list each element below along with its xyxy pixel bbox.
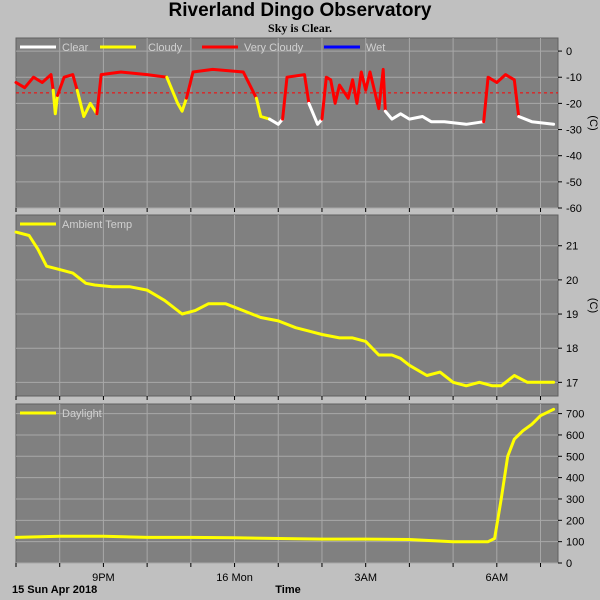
- axis-label-y: (C): [587, 298, 599, 313]
- tick-label-y: 500: [566, 451, 584, 463]
- series-line-very-cloudy: [185, 67, 258, 100]
- tick-label-y: 700: [566, 409, 584, 421]
- series-line-ambient-temp: [14, 230, 556, 388]
- tick-label-y: 21: [566, 241, 578, 253]
- tick-label-y: -30: [566, 125, 582, 137]
- tick-label-y: 600: [566, 430, 584, 442]
- page-subtitle: Sky is Clear.: [268, 21, 332, 35]
- series-line-very-cloudy: [14, 73, 55, 92]
- tick-label-y: 19: [566, 309, 578, 321]
- legend-label-clear: Clear: [62, 42, 89, 54]
- tick-label-y: 18: [566, 343, 578, 355]
- series-line-clear: [307, 101, 324, 126]
- series-line-clear: [268, 117, 285, 126]
- series-line-very-cloudy: [95, 70, 169, 116]
- axis-label-x: Time: [275, 584, 300, 596]
- series-line-cloudy: [75, 88, 99, 118]
- tick-label-y: 0: [566, 46, 572, 58]
- tick-label-y: 100: [566, 537, 584, 549]
- tick-label-y: -10: [566, 72, 582, 84]
- tick-label-y: -50: [566, 177, 582, 189]
- tick-label-y: 0: [566, 558, 572, 570]
- series-line-clear: [517, 115, 556, 126]
- series-line-clear: [383, 109, 486, 126]
- tick-label-x: 9PM: [92, 572, 115, 584]
- series-line-cloudy: [165, 75, 188, 113]
- legend-label-wet: Wet: [366, 42, 385, 54]
- tick-label-x: 16 Mon: [216, 572, 253, 584]
- tick-label-y: 17: [566, 377, 578, 389]
- tick-label-y: 20: [566, 275, 578, 287]
- page-title: Riverland Dingo Observatory: [168, 0, 432, 21]
- tick-label-y: -20: [566, 98, 582, 110]
- tick-label-x: 6AM: [485, 572, 508, 584]
- legend-label-cloudy: Cloudy: [148, 42, 183, 54]
- series-line-cloudy: [51, 88, 59, 116]
- legend-label-very-cloudy: Very Cloudy: [244, 42, 304, 54]
- series-line-very-cloudy: [320, 67, 387, 121]
- tick-label-x: 3AM: [354, 572, 377, 584]
- legend-label-ambient-temp: Ambient Temp: [62, 219, 132, 231]
- series-line-very-cloudy: [281, 73, 311, 121]
- series-line-daylight: [14, 407, 556, 544]
- tick-label-y: -60: [566, 203, 582, 215]
- tick-label-y: 400: [566, 473, 584, 485]
- tick-label-y: 200: [566, 515, 584, 527]
- series-line-very-cloudy: [56, 73, 79, 97]
- tick-label-y: -40: [566, 151, 582, 163]
- axis-label-y: (C): [587, 115, 599, 130]
- plot-area-2: [15, 214, 559, 397]
- series-line-cloudy: [254, 96, 271, 121]
- date-label: 15 Sun Apr 2018: [12, 584, 97, 596]
- tick-label-y: 300: [566, 494, 584, 506]
- series-line-very-cloudy: [482, 73, 521, 124]
- legend-label-daylight: Daylight: [62, 408, 102, 420]
